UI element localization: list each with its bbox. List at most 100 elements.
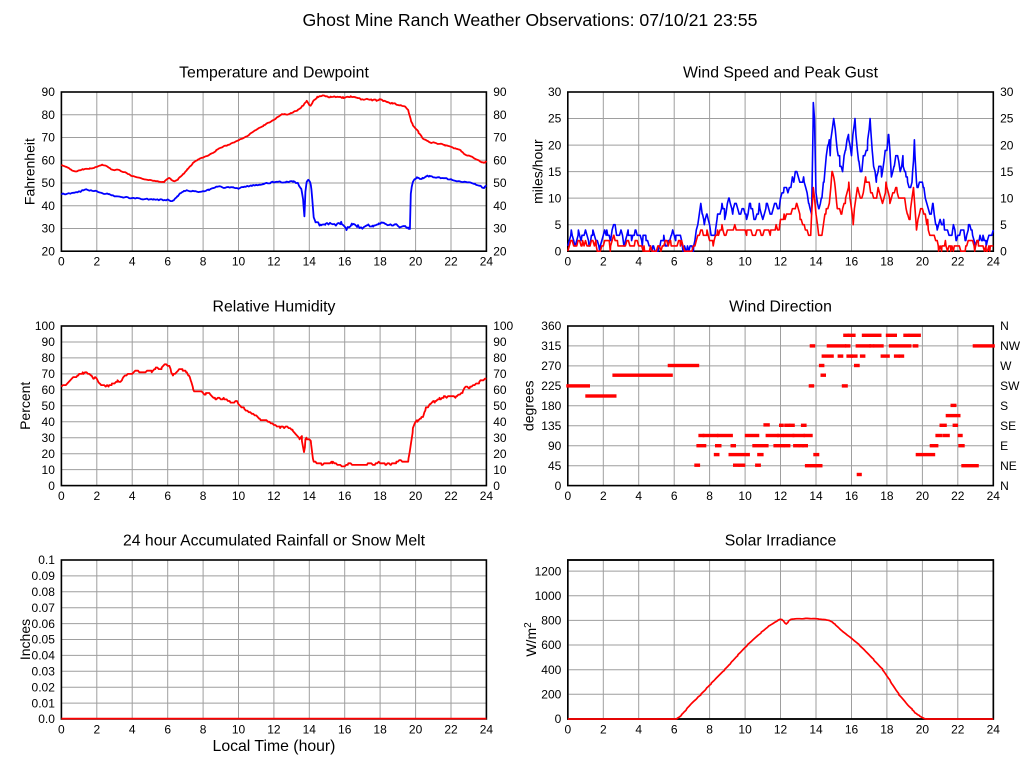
svg-text:12: 12 bbox=[267, 722, 281, 736]
svg-text:70: 70 bbox=[493, 131, 507, 145]
svg-text:30: 30 bbox=[493, 222, 507, 236]
svg-text:W/m2: W/m2 bbox=[523, 622, 540, 657]
svg-text:2: 2 bbox=[600, 255, 607, 269]
svg-text:16: 16 bbox=[338, 489, 352, 503]
svg-text:24: 24 bbox=[987, 722, 1001, 736]
svg-text:1200: 1200 bbox=[535, 564, 562, 578]
svg-text:100: 100 bbox=[35, 319, 55, 333]
svg-text:Solar Irradiance: Solar Irradiance bbox=[725, 533, 837, 550]
svg-text:10: 10 bbox=[738, 722, 752, 736]
svg-text:2: 2 bbox=[93, 489, 100, 503]
svg-text:18: 18 bbox=[373, 722, 387, 736]
svg-text:12: 12 bbox=[267, 489, 281, 503]
svg-text:24: 24 bbox=[987, 489, 1001, 503]
svg-text:30: 30 bbox=[548, 85, 562, 99]
svg-text:10: 10 bbox=[493, 463, 507, 477]
svg-text:8: 8 bbox=[200, 489, 207, 503]
svg-text:0: 0 bbox=[555, 244, 562, 258]
svg-text:24: 24 bbox=[480, 255, 494, 269]
svg-text:0.01: 0.01 bbox=[32, 696, 56, 710]
svg-text:60: 60 bbox=[493, 383, 507, 397]
svg-text:20: 20 bbox=[42, 244, 56, 258]
svg-text:0: 0 bbox=[555, 712, 562, 726]
svg-text:225: 225 bbox=[541, 379, 561, 393]
svg-text:18: 18 bbox=[880, 255, 894, 269]
svg-text:10: 10 bbox=[738, 489, 752, 503]
svg-text:6: 6 bbox=[164, 722, 171, 736]
svg-text:40: 40 bbox=[493, 415, 507, 429]
svg-text:20: 20 bbox=[409, 489, 423, 503]
svg-text:miles/hour: miles/hour bbox=[530, 139, 546, 204]
svg-text:Relative Humidity: Relative Humidity bbox=[213, 299, 336, 316]
svg-text:8: 8 bbox=[706, 489, 713, 503]
svg-text:90: 90 bbox=[493, 335, 507, 349]
svg-text:60: 60 bbox=[42, 383, 56, 397]
svg-text:6: 6 bbox=[164, 255, 171, 269]
svg-text:135: 135 bbox=[541, 419, 561, 433]
svg-text:80: 80 bbox=[493, 108, 507, 122]
svg-text:0: 0 bbox=[58, 489, 65, 503]
svg-text:W: W bbox=[1000, 359, 1012, 373]
svg-text:200: 200 bbox=[541, 688, 561, 702]
svg-text:6: 6 bbox=[164, 489, 171, 503]
svg-text:20: 20 bbox=[916, 255, 930, 269]
svg-text:60: 60 bbox=[493, 153, 507, 167]
svg-text:N: N bbox=[1000, 479, 1009, 493]
svg-text:0.08: 0.08 bbox=[32, 585, 56, 599]
svg-text:10: 10 bbox=[232, 722, 246, 736]
svg-text:12: 12 bbox=[774, 489, 788, 503]
svg-text:2: 2 bbox=[93, 722, 100, 736]
svg-text:70: 70 bbox=[493, 367, 507, 381]
svg-text:12: 12 bbox=[267, 255, 281, 269]
svg-text:30: 30 bbox=[1000, 85, 1014, 99]
svg-text:0.04: 0.04 bbox=[32, 649, 56, 663]
svg-text:6: 6 bbox=[671, 722, 678, 736]
svg-text:15: 15 bbox=[1000, 165, 1014, 179]
svg-text:18: 18 bbox=[880, 489, 894, 503]
svg-text:Local Time (hour): Local Time (hour) bbox=[213, 738, 336, 755]
svg-text:270: 270 bbox=[541, 359, 561, 373]
svg-text:8: 8 bbox=[200, 722, 207, 736]
svg-text:Temperature and Dewpoint: Temperature and Dewpoint bbox=[179, 65, 369, 82]
svg-text:Fahrenheit: Fahrenheit bbox=[22, 138, 38, 205]
svg-text:NW: NW bbox=[1000, 339, 1021, 353]
svg-text:20: 20 bbox=[409, 255, 423, 269]
svg-text:45: 45 bbox=[548, 459, 562, 473]
svg-text:25: 25 bbox=[548, 112, 562, 126]
svg-text:2: 2 bbox=[93, 255, 100, 269]
svg-text:20: 20 bbox=[548, 138, 562, 152]
svg-text:20: 20 bbox=[493, 244, 507, 258]
svg-text:8: 8 bbox=[706, 722, 713, 736]
svg-text:14: 14 bbox=[303, 722, 317, 736]
svg-text:50: 50 bbox=[42, 399, 56, 413]
svg-text:4: 4 bbox=[635, 722, 642, 736]
svg-text:0: 0 bbox=[493, 479, 500, 493]
svg-text:0: 0 bbox=[58, 255, 65, 269]
svg-text:800: 800 bbox=[541, 614, 561, 628]
svg-text:14: 14 bbox=[809, 255, 823, 269]
svg-text:0.07: 0.07 bbox=[32, 601, 56, 615]
svg-text:50: 50 bbox=[493, 399, 507, 413]
svg-text:14: 14 bbox=[303, 489, 317, 503]
svg-text:20: 20 bbox=[916, 489, 930, 503]
svg-text:24: 24 bbox=[987, 255, 1001, 269]
svg-text:0: 0 bbox=[564, 722, 571, 736]
svg-text:15: 15 bbox=[548, 165, 562, 179]
svg-text:8: 8 bbox=[706, 255, 713, 269]
svg-text:0: 0 bbox=[48, 479, 55, 493]
svg-text:24: 24 bbox=[480, 722, 494, 736]
svg-text:400: 400 bbox=[541, 663, 561, 677]
svg-text:20: 20 bbox=[42, 447, 56, 461]
svg-text:22: 22 bbox=[444, 489, 458, 503]
svg-text:80: 80 bbox=[42, 351, 56, 365]
svg-text:0.1: 0.1 bbox=[38, 553, 55, 567]
svg-text:Ghost Mine Ranch Weather Obser: Ghost Mine Ranch Weather Observations: 0… bbox=[303, 10, 758, 30]
svg-text:50: 50 bbox=[493, 176, 507, 190]
svg-text:100: 100 bbox=[493, 319, 513, 333]
svg-text:8: 8 bbox=[200, 255, 207, 269]
svg-text:4: 4 bbox=[129, 722, 136, 736]
svg-text:1000: 1000 bbox=[535, 589, 562, 603]
svg-text:90: 90 bbox=[493, 85, 507, 99]
svg-text:5: 5 bbox=[555, 218, 562, 232]
svg-text:Wind Speed and Peak Gust: Wind Speed and Peak Gust bbox=[683, 65, 879, 82]
